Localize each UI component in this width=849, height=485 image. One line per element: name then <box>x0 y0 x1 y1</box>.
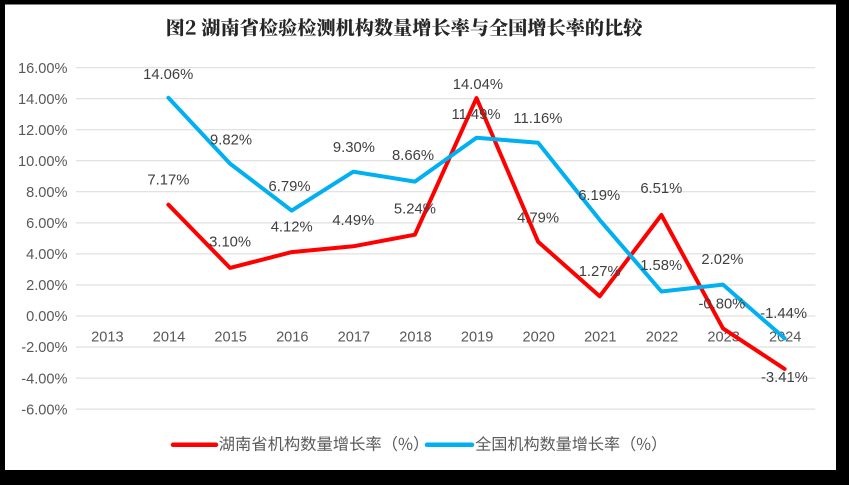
svg-text:8.00%: 8.00% <box>26 185 67 201</box>
svg-text:-0.80%: -0.80% <box>698 297 745 313</box>
svg-text:3.10%: 3.10% <box>209 235 251 251</box>
svg-text:2016: 2016 <box>276 330 308 346</box>
svg-text:-1.44%: -1.44% <box>760 306 807 322</box>
svg-text:-3.41%: -3.41% <box>761 370 808 386</box>
svg-text:4.12%: 4.12% <box>271 220 313 236</box>
svg-text:2.02%: 2.02% <box>701 252 743 268</box>
svg-text:11.49%: 11.49% <box>451 107 500 123</box>
svg-text:5.24%: 5.24% <box>394 202 436 218</box>
svg-text:14.00%: 14.00% <box>18 92 68 108</box>
svg-text:9.82%: 9.82% <box>210 132 252 148</box>
svg-text:14.04%: 14.04% <box>453 77 503 93</box>
svg-text:2019: 2019 <box>461 330 493 346</box>
svg-text:2013: 2013 <box>91 330 123 346</box>
svg-text:10.00%: 10.00% <box>18 154 68 170</box>
svg-text:0.00%: 0.00% <box>26 309 67 325</box>
svg-text:2.00%: 2.00% <box>26 278 67 294</box>
svg-text:1.27%: 1.27% <box>579 264 621 280</box>
svg-text:-4.00%: -4.00% <box>21 371 67 387</box>
svg-text:11.16%: 11.16% <box>513 111 562 127</box>
svg-text:4.00%: 4.00% <box>26 247 67 263</box>
svg-text:6.19%: 6.19% <box>578 188 620 204</box>
svg-text:6.00%: 6.00% <box>26 216 67 232</box>
svg-text:2021: 2021 <box>584 330 616 346</box>
svg-text:2015: 2015 <box>214 330 246 346</box>
svg-text:2014: 2014 <box>153 330 185 346</box>
svg-text:8.66%: 8.66% <box>392 148 434 164</box>
svg-text:-2.00%: -2.00% <box>21 340 67 356</box>
svg-text:7.17%: 7.17% <box>147 173 189 189</box>
svg-text:4.79%: 4.79% <box>517 211 559 227</box>
svg-text:9.30%: 9.30% <box>333 140 375 156</box>
svg-text:16.00%: 16.00% <box>18 61 68 77</box>
svg-text:2017: 2017 <box>338 330 370 346</box>
svg-text:1.58%: 1.58% <box>640 258 682 274</box>
svg-text:4.49%: 4.49% <box>332 213 374 229</box>
svg-text:12.00%: 12.00% <box>18 123 68 139</box>
svg-text:6.51%: 6.51% <box>640 181 682 197</box>
svg-text:2018: 2018 <box>399 330 431 346</box>
svg-text:2022: 2022 <box>646 330 678 346</box>
svg-text:-6.00%: -6.00% <box>21 402 67 418</box>
svg-text:14.06%: 14.06% <box>143 67 193 83</box>
svg-text:2020: 2020 <box>522 330 554 346</box>
svg-text:6.79%: 6.79% <box>269 179 311 195</box>
